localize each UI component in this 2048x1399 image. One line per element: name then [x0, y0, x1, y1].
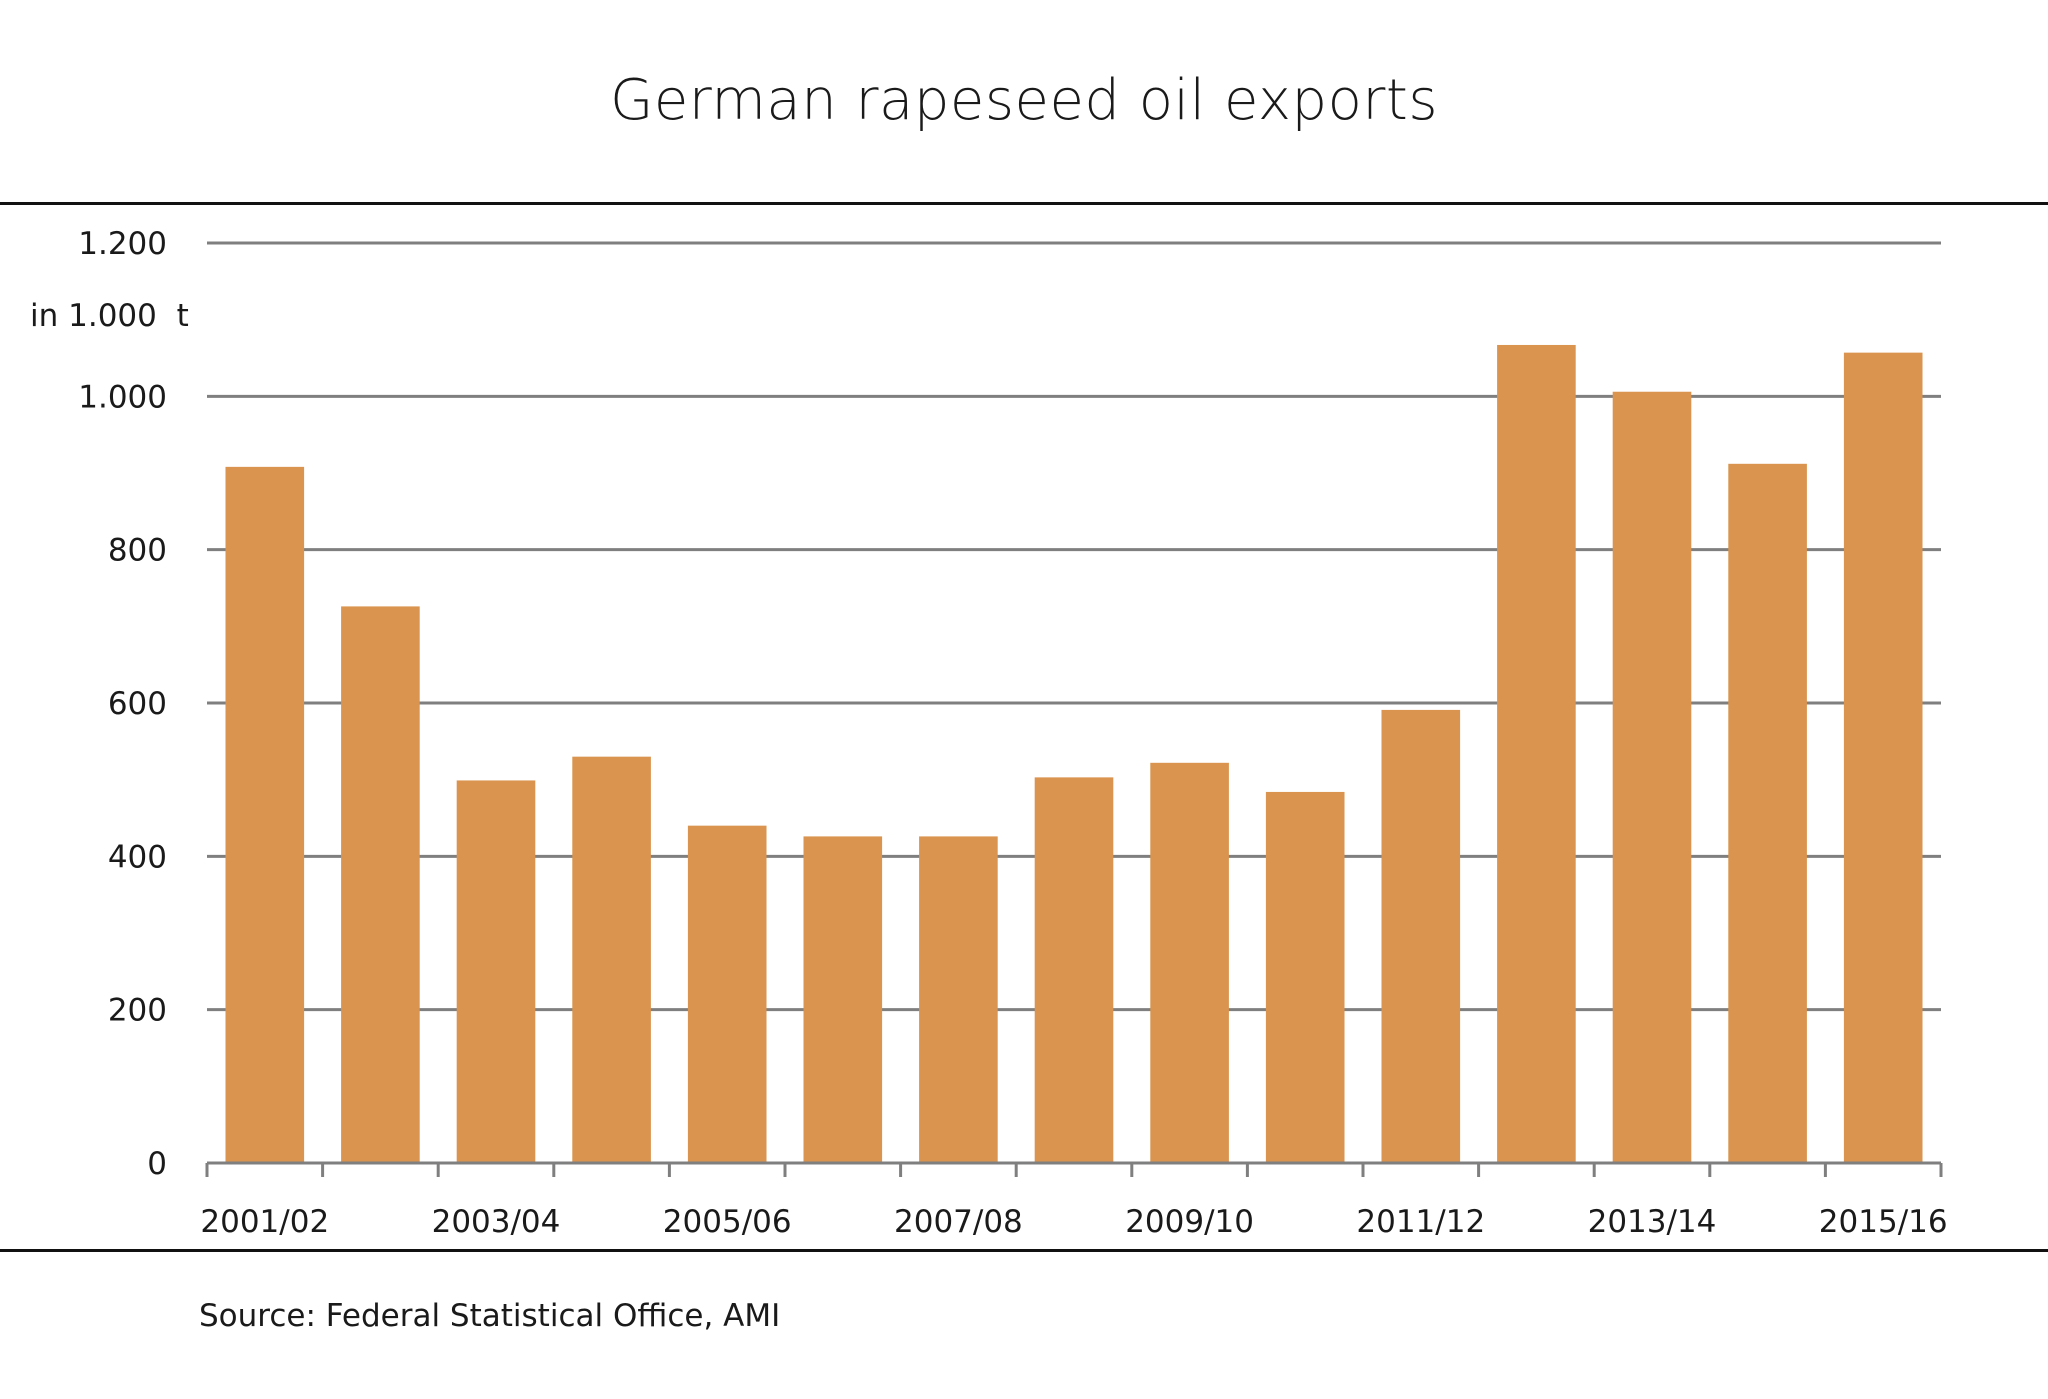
x-tick-label: 2015/16: [1819, 1204, 1948, 1240]
y-tick-label: 800: [108, 533, 167, 569]
x-tick-label: 2007/08: [894, 1204, 1023, 1240]
bar: [1612, 391, 1692, 1163]
bar: [919, 836, 998, 1163]
x-tick-label: 2011/12: [1356, 1204, 1485, 1240]
bar: [1497, 344, 1576, 1163]
bar: [803, 836, 883, 1163]
y-tick-label: 400: [108, 839, 167, 875]
bar: [572, 756, 651, 1163]
y-tick-label: 0: [147, 1146, 167, 1182]
bar: [1381, 709, 1461, 1163]
x-tick-label: 2001/02: [200, 1204, 329, 1240]
y-axis-unit-label: in 1.000 t: [30, 298, 189, 334]
bar: [1728, 463, 1807, 1163]
bar: [1034, 777, 1114, 1163]
y-tick-label: 1.200: [78, 226, 167, 262]
chart-title: German rapeseed oil exports: [609, 68, 1439, 133]
y-tick-label: 200: [108, 993, 167, 1029]
bar: [687, 825, 767, 1163]
bar: [1150, 762, 1229, 1163]
bar: [341, 606, 420, 1163]
bar: [225, 466, 305, 1163]
x-tick-label: 2003/04: [432, 1204, 561, 1240]
bottom-divider: [0, 1249, 2048, 1252]
source-note: Source: Federal Statistical Office, AMI: [199, 1298, 781, 1334]
x-tick-label: 2013/14: [1588, 1204, 1717, 1240]
top-divider: [0, 202, 2048, 205]
bar: [1265, 791, 1345, 1163]
bar: [1843, 352, 1923, 1164]
bar: [456, 780, 536, 1163]
y-tick-label: 1.000: [78, 379, 167, 415]
x-tick-label: 2009/10: [1125, 1204, 1254, 1240]
y-tick-label: 600: [108, 686, 167, 722]
x-tick-label: 2005/06: [663, 1204, 792, 1240]
